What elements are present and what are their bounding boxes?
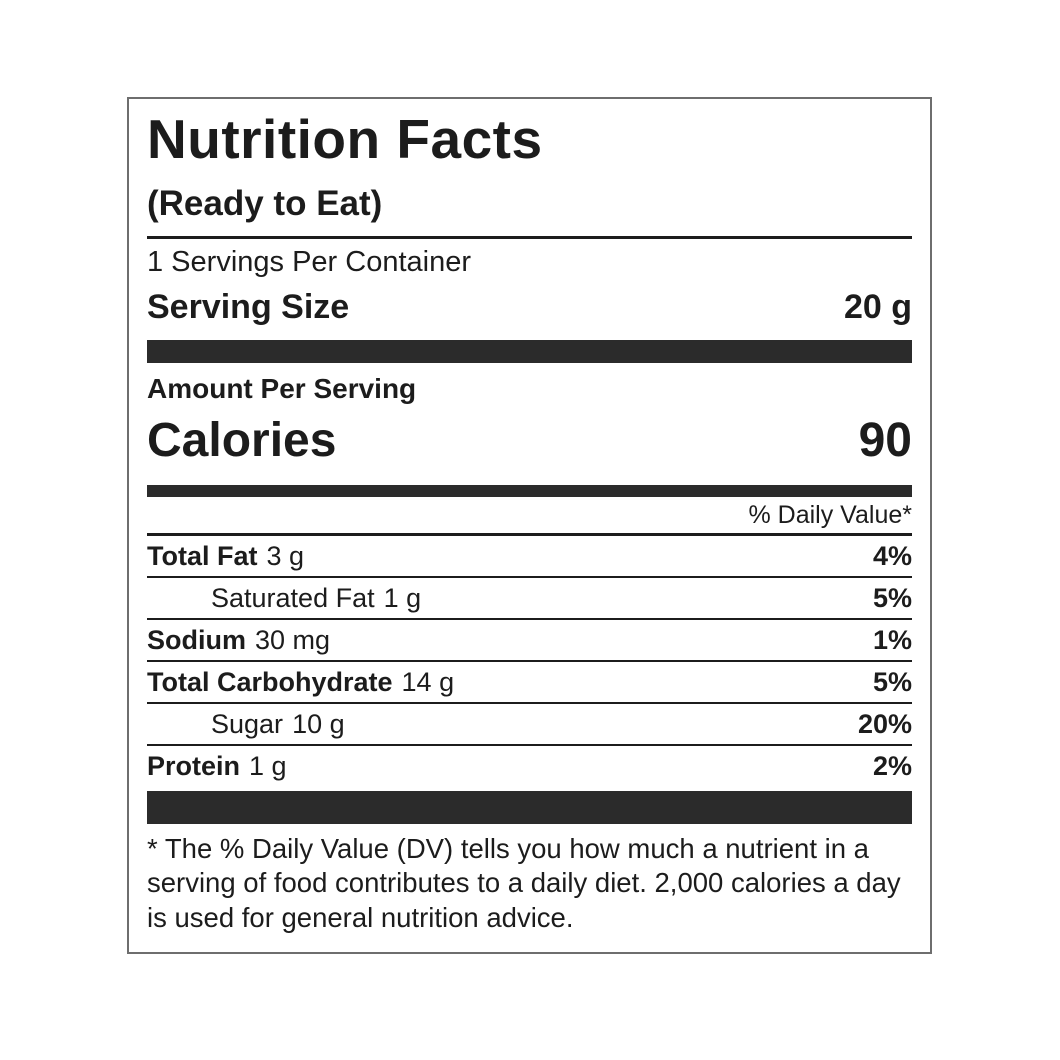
separator-bar-bottom xyxy=(147,790,912,824)
nutrient-name-amount: Saturated Fat 1 g xyxy=(147,582,421,615)
nutrient-amount: 1 g xyxy=(383,583,422,614)
nutrient-amount: 14 g xyxy=(401,666,455,697)
nutrient-name: Sodium xyxy=(147,625,246,656)
servings-per-container: 1 Servings Per Container xyxy=(147,246,471,279)
nutrient-amount: 30 mg xyxy=(255,625,331,656)
nutrient-name-amount: Protein 1 g xyxy=(147,750,287,783)
label-subtitle: (Ready to Eat) xyxy=(147,183,383,223)
nutrient-row-total-fat: Total Fat 3 g 4% xyxy=(147,536,912,579)
nutrient-daily-value: 1% xyxy=(872,625,912,656)
nutrition-facts-label: Nutrition Facts (Ready to Eat) 1 Serving… xyxy=(127,97,932,954)
label-title: Nutrition Facts xyxy=(147,108,543,170)
calories-row: Calories 90 xyxy=(147,414,912,468)
nutrient-row-sodium: Sodium 30 mg 1% xyxy=(147,620,912,662)
nutrient-name: Sugar xyxy=(211,708,284,739)
nutrient-amount: 3 g xyxy=(266,541,305,572)
nutrient-daily-value: 20% xyxy=(857,708,912,739)
nutrient-name-amount: Sodium 30 mg xyxy=(147,624,330,657)
serving-size-row: Serving Size 20 g xyxy=(147,287,912,328)
nutrient-row-saturated-fat: Saturated Fat 1 g 5% xyxy=(147,578,912,621)
nutrient-name: Protein xyxy=(147,750,241,781)
nutrient-name: Total Fat xyxy=(147,541,258,572)
daily-value-footnote: * The % Daily Value (DV) tells you how m… xyxy=(147,832,901,933)
calories-value: 90 xyxy=(858,413,912,467)
nutrient-row-protein: Protein 1 g 2% xyxy=(147,746,912,786)
nutrient-name-amount: Total Fat 3 g xyxy=(147,540,304,573)
nutrient-amount: 10 g xyxy=(292,708,345,739)
nutrient-amount: 1 g xyxy=(249,750,287,781)
nutrient-name-amount: Total Carbohydrate 14 g xyxy=(147,666,454,699)
nutrient-name: Saturated Fat xyxy=(211,583,375,614)
daily-value-header: % Daily Value* xyxy=(147,499,912,537)
nutrient-row-total-carbohydrate: Total Carbohydrate 14 g 5% xyxy=(147,662,912,704)
nutrient-daily-value: 5% xyxy=(872,583,912,614)
nutrient-daily-value: 5% xyxy=(872,666,912,697)
calories-label: Calories xyxy=(147,413,337,467)
nutrient-name: Total Carbohydrate xyxy=(147,666,393,697)
serving-size-value: 20 g xyxy=(843,287,912,326)
separator-bar-thick xyxy=(147,340,912,364)
serving-size-label: Serving Size xyxy=(147,287,350,326)
separator-bar-medium xyxy=(147,484,912,497)
nutrient-row-sugar: Sugar 10 g 20% xyxy=(147,704,912,746)
nutrient-name-amount: Sugar 10 g xyxy=(147,708,345,741)
divider-rule xyxy=(147,236,912,240)
amount-per-serving-heading: Amount Per Serving xyxy=(147,373,417,405)
nutrient-daily-value: 2% xyxy=(872,750,912,781)
nutrient-daily-value: 4% xyxy=(872,541,912,572)
